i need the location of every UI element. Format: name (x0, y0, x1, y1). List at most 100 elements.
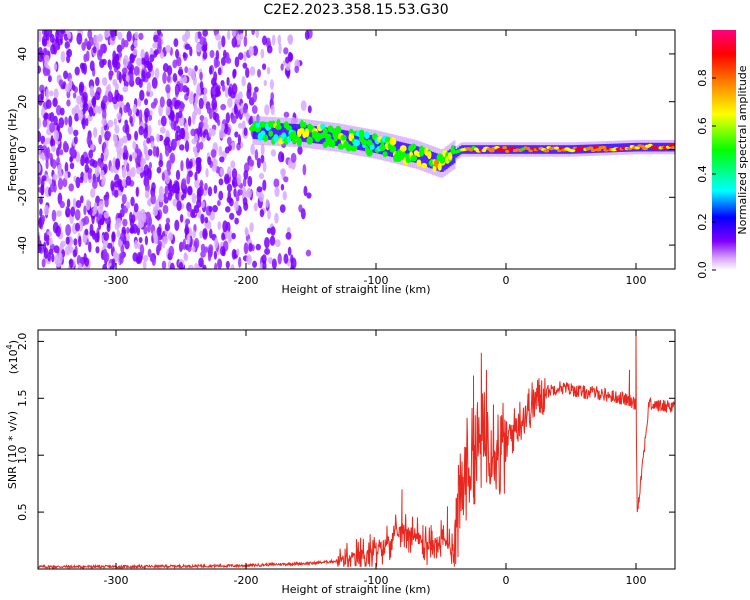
heatmap-cell (59, 149, 64, 156)
heatmap-cell (87, 170, 92, 180)
snr-scale-exponent: 4 (5, 344, 14, 349)
heatmap-cell (506, 145, 509, 154)
ytick-label: 0 (16, 146, 29, 153)
heatmap-cell (191, 245, 196, 253)
heatmap-cell (274, 239, 281, 248)
heatmap-cell (248, 45, 254, 57)
heatmap-cell (252, 91, 258, 103)
heatmap-cell (379, 143, 386, 152)
snr-scale-close: ) (7, 340, 20, 344)
heatmap-cell (38, 176, 41, 186)
heatmap-cell (81, 117, 86, 130)
heatmap-cell (396, 141, 399, 159)
heatmap-cell (184, 66, 189, 74)
heatmap-cell (102, 248, 108, 260)
heatmap-cell (43, 54, 50, 63)
heatmap-cell (273, 134, 279, 143)
heatmap-cell (188, 206, 192, 213)
heatmap-cell (45, 234, 50, 246)
heatmap-cell (115, 217, 122, 228)
heatmap-cell (587, 146, 594, 150)
heatmap-cell (58, 117, 65, 129)
heatmap-cell (412, 145, 415, 163)
heatmap-cell (123, 145, 128, 154)
heatmap-cell (43, 112, 49, 120)
heatmap-cell (235, 194, 240, 202)
heatmap-cell (161, 172, 166, 181)
heatmap-cell (65, 207, 71, 218)
heatmap-cell (252, 45, 259, 56)
heatmap-cell (76, 32, 83, 45)
heatmap-cell (148, 161, 153, 169)
heatmap-cell (69, 156, 73, 163)
heatmap-cell (162, 71, 167, 84)
heatmap-cell (103, 211, 110, 219)
heatmap-cell (47, 75, 52, 83)
heatmap-cell (140, 156, 145, 169)
snr-frame (37, 329, 676, 570)
heatmap-cell (420, 162, 428, 169)
heatmap-cell (83, 252, 87, 264)
heatmap-cell (375, 135, 378, 154)
heatmap-cell (184, 226, 190, 235)
heatmap-cell (69, 258, 74, 269)
heatmap-cell (324, 133, 332, 140)
heatmap-cell (237, 134, 242, 146)
heatmap-cell (274, 212, 279, 224)
heatmap-cell (195, 163, 201, 175)
heatmap-cell (125, 175, 132, 186)
heatmap-cell (158, 192, 165, 203)
heatmap-cell (101, 180, 105, 187)
heatmap-cell (230, 115, 237, 124)
heatmap-cell (80, 154, 85, 167)
heatmap-cell (38, 216, 43, 229)
heatmap-cell (65, 236, 70, 245)
heatmap-cell (45, 88, 50, 98)
heatmap-cell (197, 107, 202, 115)
heatmap-cell (202, 30, 208, 37)
heatmap-cell (45, 99, 52, 109)
heatmap-cell (263, 134, 268, 140)
heatmap-cell (49, 90, 54, 97)
heatmap-cell (95, 76, 100, 87)
heatmap-cell (118, 71, 122, 84)
heatmap-cell (267, 256, 273, 265)
heatmap-cell (47, 252, 52, 262)
heatmap-cell (102, 263, 108, 269)
ytick-label: -40 (16, 236, 29, 254)
heatmap-cell (167, 190, 173, 201)
heatmap-cell (300, 100, 307, 112)
heatmap-cell (149, 54, 155, 63)
heatmap-cell (167, 231, 174, 241)
heatmap-cell (201, 44, 208, 52)
heatmap-cell (49, 182, 55, 193)
heatmap-cell (120, 232, 125, 242)
heatmap-cell (295, 124, 298, 142)
heatmap-cell (135, 186, 139, 197)
heatmap-cell (187, 115, 192, 127)
heatmap-cell (83, 53, 88, 63)
heatmap-cell (64, 162, 69, 174)
heatmap-cell (175, 130, 179, 142)
heatmap-cell (186, 233, 191, 245)
heatmap-cell (150, 193, 156, 205)
spectrogram-ylabel: Frequency (Hz) (6, 109, 19, 192)
heatmap-cell (49, 122, 56, 133)
heatmap-cell (121, 193, 127, 205)
heatmap-cell (468, 148, 474, 152)
heatmap-cell (156, 226, 162, 236)
heatmap-cell (133, 66, 140, 76)
heatmap-cell (212, 205, 218, 213)
heatmap-cell (163, 235, 168, 245)
heatmap-cell (138, 32, 144, 41)
heatmap-cell (237, 91, 243, 100)
heatmap-cell (382, 151, 388, 158)
heatmap-cell (424, 149, 427, 167)
heatmap-cell (114, 124, 120, 134)
xtick-label: -300 (104, 574, 129, 587)
heatmap-cell (40, 178, 45, 189)
heatmap-cell (198, 186, 204, 197)
heatmap-cell (350, 145, 358, 152)
heatmap-cell (174, 185, 180, 194)
heatmap-cell (437, 163, 442, 171)
